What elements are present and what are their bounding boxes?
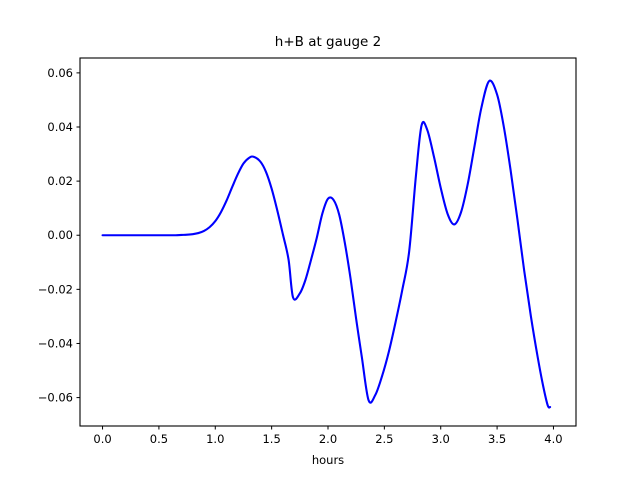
y-tick-label: −0.04 bbox=[38, 336, 73, 350]
x-tick-label: 3.5 bbox=[488, 432, 506, 446]
y-tick-label: −0.02 bbox=[38, 282, 73, 296]
x-tick-label: 0.0 bbox=[93, 432, 111, 446]
data-series-line bbox=[101, 79, 552, 409]
y-tick-label: 0.02 bbox=[47, 174, 73, 188]
x-tick-label: 0.5 bbox=[150, 432, 168, 446]
x-tick-label: 2.5 bbox=[375, 432, 393, 446]
y-tick-label: −0.06 bbox=[38, 391, 73, 405]
x-tick-label: 4.0 bbox=[544, 432, 562, 446]
x-tick-label: 1.5 bbox=[262, 432, 280, 446]
x-tick-label: 1.0 bbox=[206, 432, 224, 446]
chart-title: h+B at gauge 2 bbox=[275, 34, 381, 50]
x-tick-label: 3.0 bbox=[432, 432, 450, 446]
y-tick-label: 0.04 bbox=[47, 120, 73, 134]
y-tick-label: 0.00 bbox=[47, 228, 73, 242]
x-axis-label: hours bbox=[312, 453, 344, 467]
y-tick-label: 0.06 bbox=[47, 66, 73, 80]
x-tick-label: 2.0 bbox=[319, 432, 337, 446]
